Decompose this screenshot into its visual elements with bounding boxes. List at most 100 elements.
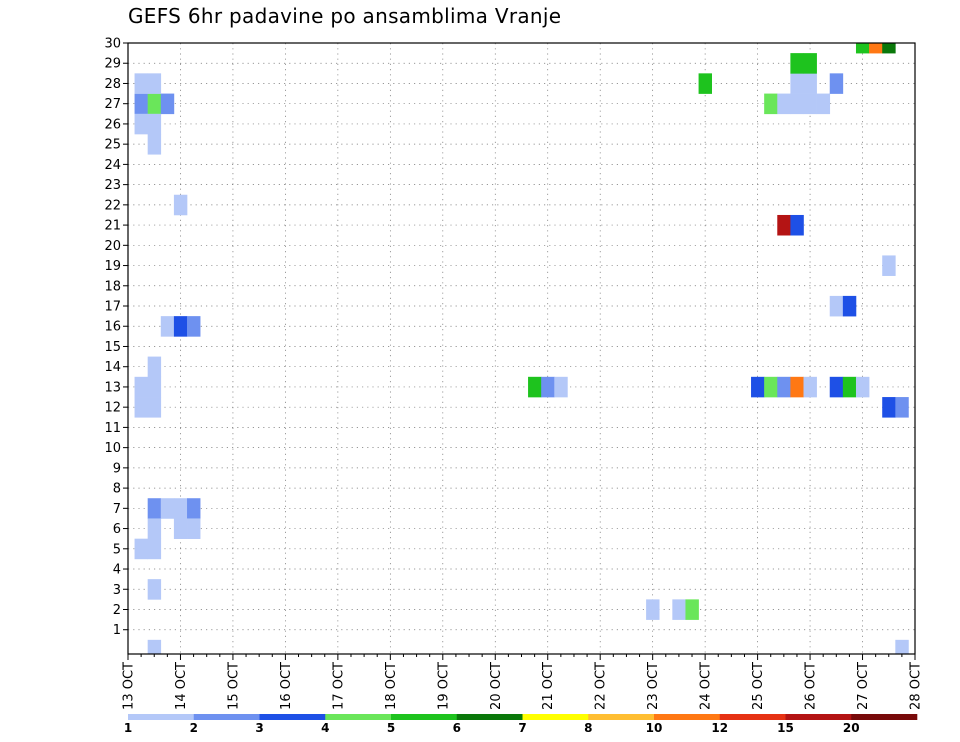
ensemble-cell [764, 376, 778, 398]
x-tick-label: 20 OCT [489, 662, 504, 710]
ensemble-cell [528, 376, 542, 398]
ensemble-cell [790, 214, 804, 236]
legend-label: 15 [777, 721, 794, 735]
legend-label: 7 [518, 721, 526, 735]
ensemble-cell [803, 53, 817, 74]
x-tick-label: 26 OCT [804, 662, 819, 710]
x-tick-label: 22 OCT [594, 662, 609, 710]
ensemble-cell [147, 134, 162, 155]
y-tick-label: 12 [104, 401, 121, 416]
ensemble-cell [895, 639, 909, 655]
x-tick-label: 25 OCT [751, 662, 766, 710]
ensemble-cell [855, 376, 870, 398]
x-tick-label: 13 OCT [122, 662, 137, 710]
ensemble-cell [869, 43, 883, 54]
ensemble-cell [160, 93, 175, 115]
ensemble-cell [147, 376, 162, 398]
ensemble-cell [829, 73, 844, 94]
y-tick-label: 27 [104, 97, 121, 112]
legend-label: 12 [711, 721, 728, 735]
ensemble-cell [829, 376, 844, 398]
ensemble-cell [816, 93, 831, 115]
ensemble-cell [764, 93, 778, 115]
ensemble-cell [187, 316, 201, 337]
ensemble-cells [134, 43, 909, 655]
legend-label: 2 [190, 721, 198, 735]
ensemble-cell [554, 376, 568, 398]
y-tick-label: 16 [104, 320, 121, 335]
y-tick-label: 7 [113, 502, 121, 517]
y-tick-label: 21 [104, 219, 121, 234]
color-legend: 1 2 3 4 5 6 7 8 10 12 15 20 [124, 714, 918, 735]
ensemble-cell [147, 518, 162, 539]
ensemble-cell [803, 73, 817, 94]
ensemble-cell [790, 376, 804, 398]
ensemble-cell [803, 376, 817, 398]
legend-swatch [588, 714, 655, 720]
ensemble-cell [829, 295, 844, 317]
ensemble-cell [147, 113, 162, 135]
x-tick-label: 28 OCT [909, 662, 924, 710]
legend-swatch [456, 714, 523, 720]
y-tick-label: 17 [104, 300, 121, 315]
ensemble-cell [134, 538, 148, 560]
y-axis: 1234567891011121314151617181920212223242… [104, 37, 128, 638]
legend-swatch [851, 714, 918, 720]
ensemble-cell [147, 538, 162, 560]
ensemble-cell [147, 579, 162, 600]
ensemble-cell [646, 599, 660, 620]
ensemble-cell [147, 73, 162, 94]
chart-title: GEFS 6hr padavine po ansamblima Vranje [128, 4, 562, 28]
x-tick-label: 27 OCT [856, 662, 871, 710]
ensemble-cell [698, 73, 712, 94]
legend-swatch [128, 714, 195, 720]
y-tick-label: 30 [104, 37, 121, 52]
ensemble-cell [160, 316, 175, 337]
ensemble-cell [134, 93, 148, 115]
legend-label: 3 [255, 721, 263, 735]
ensemble-cell [134, 376, 148, 398]
x-tick-label: 19 OCT [436, 662, 451, 710]
ensemble-cell [134, 73, 148, 94]
ensemble-cell [777, 214, 791, 236]
x-tick-label: 23 OCT [646, 662, 661, 710]
ensemble-cell [777, 93, 791, 115]
ensemble-cell [134, 397, 148, 418]
x-tick-label: 14 OCT [174, 662, 189, 710]
y-tick-label: 11 [104, 421, 121, 436]
ensemble-cell [895, 397, 909, 418]
y-tick-label: 2 [113, 603, 121, 618]
ensemble-cell [173, 498, 188, 519]
y-tick-label: 5 [113, 542, 121, 557]
ensemble-cell [173, 518, 188, 539]
y-tick-label: 29 [104, 57, 121, 72]
y-tick-label: 18 [104, 279, 121, 294]
x-tick-label: 18 OCT [384, 662, 399, 710]
ensemble-cell [842, 376, 857, 398]
legend-label: 6 [453, 721, 461, 735]
y-tick-label: 28 [104, 77, 121, 92]
y-tick-label: 24 [104, 158, 121, 173]
y-tick-label: 22 [104, 198, 121, 213]
plot-frame [127, 42, 916, 655]
legend-swatch [785, 714, 852, 720]
legend-swatch [193, 714, 260, 720]
x-tick-label: 15 OCT [226, 662, 241, 710]
ensemble-cell [134, 113, 148, 135]
y-tick-label: 13 [104, 380, 121, 395]
y-tick-label: 6 [113, 522, 121, 537]
ensemble-cell [790, 73, 804, 94]
ensemble-cell [541, 376, 555, 398]
y-tick-label: 3 [113, 583, 121, 598]
ensemble-cell [147, 498, 162, 519]
y-tick-label: 1 [113, 623, 121, 638]
x-tick-label: 16 OCT [279, 662, 294, 710]
ensemble-cell [790, 53, 804, 74]
ensemble-cell [173, 316, 188, 337]
ensemble-cell [842, 295, 857, 317]
legend-label: 1 [124, 721, 132, 735]
ensemble-cell [751, 376, 765, 398]
legend-label: 10 [646, 721, 663, 735]
legend-label: 5 [387, 721, 395, 735]
